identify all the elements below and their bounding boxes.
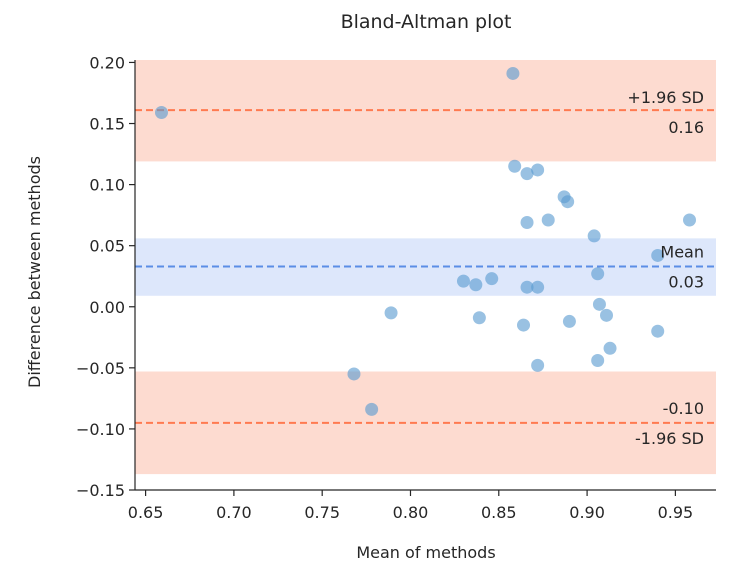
data-point-13 bbox=[591, 267, 605, 281]
data-point-20 bbox=[600, 308, 614, 322]
x-tick-label: 0.75 bbox=[304, 503, 340, 522]
data-point-3 bbox=[508, 159, 522, 173]
y-tick-label: 0.05 bbox=[89, 237, 125, 256]
y-tick-label: −0.05 bbox=[76, 359, 125, 378]
data-point-5 bbox=[531, 163, 545, 177]
mean-label: Mean bbox=[660, 242, 704, 261]
x-axis-label: Mean of methods bbox=[356, 543, 495, 562]
data-point-8 bbox=[520, 215, 534, 229]
y-tick-label: −0.10 bbox=[76, 420, 125, 439]
x-tick-label: 0.70 bbox=[216, 503, 252, 522]
x-tick-label: 0.80 bbox=[393, 503, 429, 522]
data-point-16 bbox=[485, 272, 499, 286]
data-point-30 bbox=[365, 402, 379, 416]
x-tick-label: 0.90 bbox=[569, 503, 605, 522]
data-point-21 bbox=[384, 306, 398, 320]
data-point-12 bbox=[651, 248, 665, 262]
data-point-19 bbox=[592, 297, 606, 311]
y-tick-label: 0.00 bbox=[89, 298, 125, 317]
data-point-11 bbox=[683, 213, 697, 227]
data-point-28 bbox=[531, 358, 545, 372]
y-tick-label: −0.15 bbox=[76, 481, 125, 500]
y-axis-ticks: −0.15 −0.10 −0.05 0.00 0.05 0.10 0.15 0.20 bbox=[76, 53, 135, 500]
data-point-1 bbox=[154, 106, 168, 120]
data-point-26 bbox=[603, 341, 617, 355]
y-tick-label: 0.15 bbox=[89, 115, 125, 134]
data-point-15 bbox=[469, 278, 483, 292]
data-point-25 bbox=[651, 324, 665, 338]
x-tick-label: 0.85 bbox=[481, 503, 517, 522]
data-point-17 bbox=[520, 280, 534, 294]
upper-loa-label: +1.96 SD bbox=[627, 88, 704, 107]
chart-title: Bland-Altman plot bbox=[341, 11, 512, 33]
data-point-4 bbox=[520, 167, 534, 181]
data-point-22 bbox=[472, 311, 486, 325]
data-point-9 bbox=[541, 213, 555, 227]
data-point-10 bbox=[587, 229, 601, 243]
lower-loa-label: -1.96 SD bbox=[635, 429, 704, 448]
data-point-2 bbox=[506, 66, 520, 80]
data-point-23 bbox=[517, 318, 531, 332]
y-tick-label: 0.20 bbox=[89, 53, 125, 72]
data-point-27 bbox=[591, 354, 605, 368]
mean-value: 0.03 bbox=[668, 272, 704, 291]
y-tick-label: 0.10 bbox=[89, 176, 125, 195]
x-tick-label: 0.95 bbox=[658, 503, 694, 522]
data-point-29 bbox=[347, 367, 361, 381]
scatter-points bbox=[154, 66, 697, 416]
y-axis-label: Difference between methods bbox=[25, 156, 44, 388]
data-point-14 bbox=[456, 274, 470, 288]
lower-loa-value: -0.10 bbox=[663, 399, 704, 418]
data-point-24 bbox=[562, 314, 576, 328]
upper-loa-value: 0.16 bbox=[668, 118, 704, 137]
data-point-18 bbox=[531, 280, 545, 294]
data-point-7 bbox=[561, 195, 575, 209]
x-tick-label: 0.65 bbox=[128, 503, 164, 522]
x-axis-ticks: 0.65 0.70 0.75 0.80 0.85 0.90 0.95 bbox=[128, 490, 693, 522]
